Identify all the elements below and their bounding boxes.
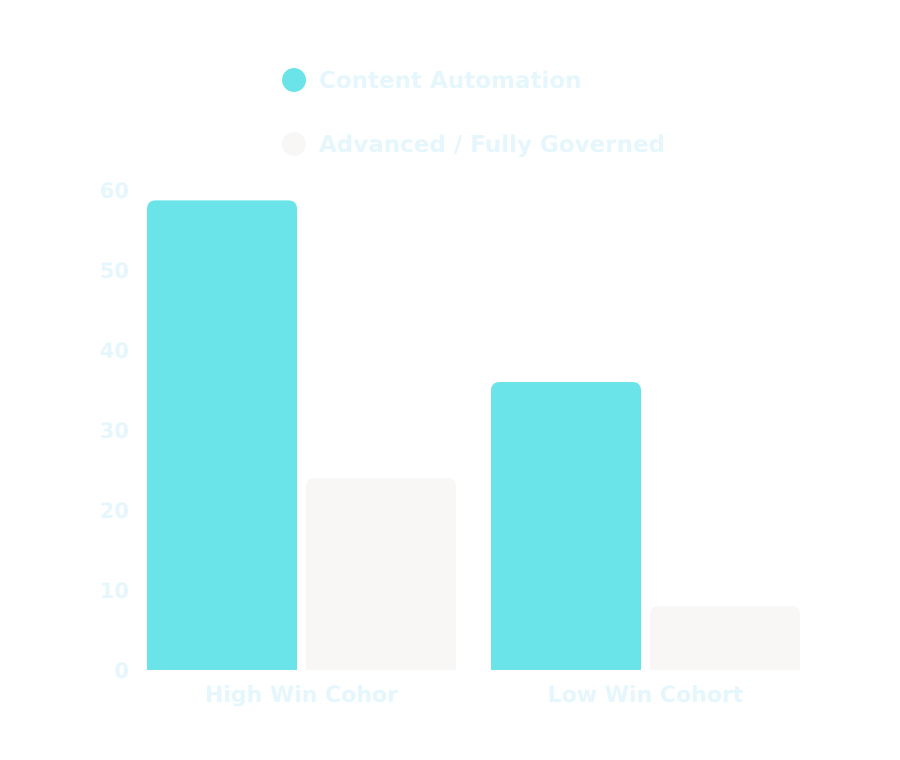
legend: Content Automation Advanced / Fully Gover… (282, 68, 665, 158)
x-axis: High Win Cohor Low Win Cohort (205, 683, 744, 708)
y-tick-label: 50 (100, 259, 129, 283)
x-category-label: Low Win Cohort (548, 683, 744, 708)
y-tick-label: 40 (100, 339, 129, 363)
y-tick-label: 30 (100, 419, 129, 443)
legend-item: Advanced / Fully Governed (282, 132, 665, 158)
legend-label: Content Automation (319, 68, 582, 94)
legend-label: Advanced / Fully Governed (319, 132, 665, 158)
bar (147, 200, 297, 670)
legend-swatch (282, 132, 306, 156)
bar (491, 382, 641, 670)
legend-swatch (282, 68, 306, 92)
y-tick-label: 10 (100, 579, 129, 603)
bar (650, 606, 800, 670)
bars (147, 200, 800, 670)
bar (306, 478, 456, 670)
y-tick-label: 0 (114, 659, 129, 683)
y-axis: 0 10 20 30 40 50 60 (100, 179, 129, 683)
x-category-label: High Win Cohor (205, 683, 398, 708)
y-tick-label: 20 (100, 499, 129, 523)
y-tick-label: 60 (100, 179, 129, 203)
legend-item: Content Automation (282, 68, 582, 94)
